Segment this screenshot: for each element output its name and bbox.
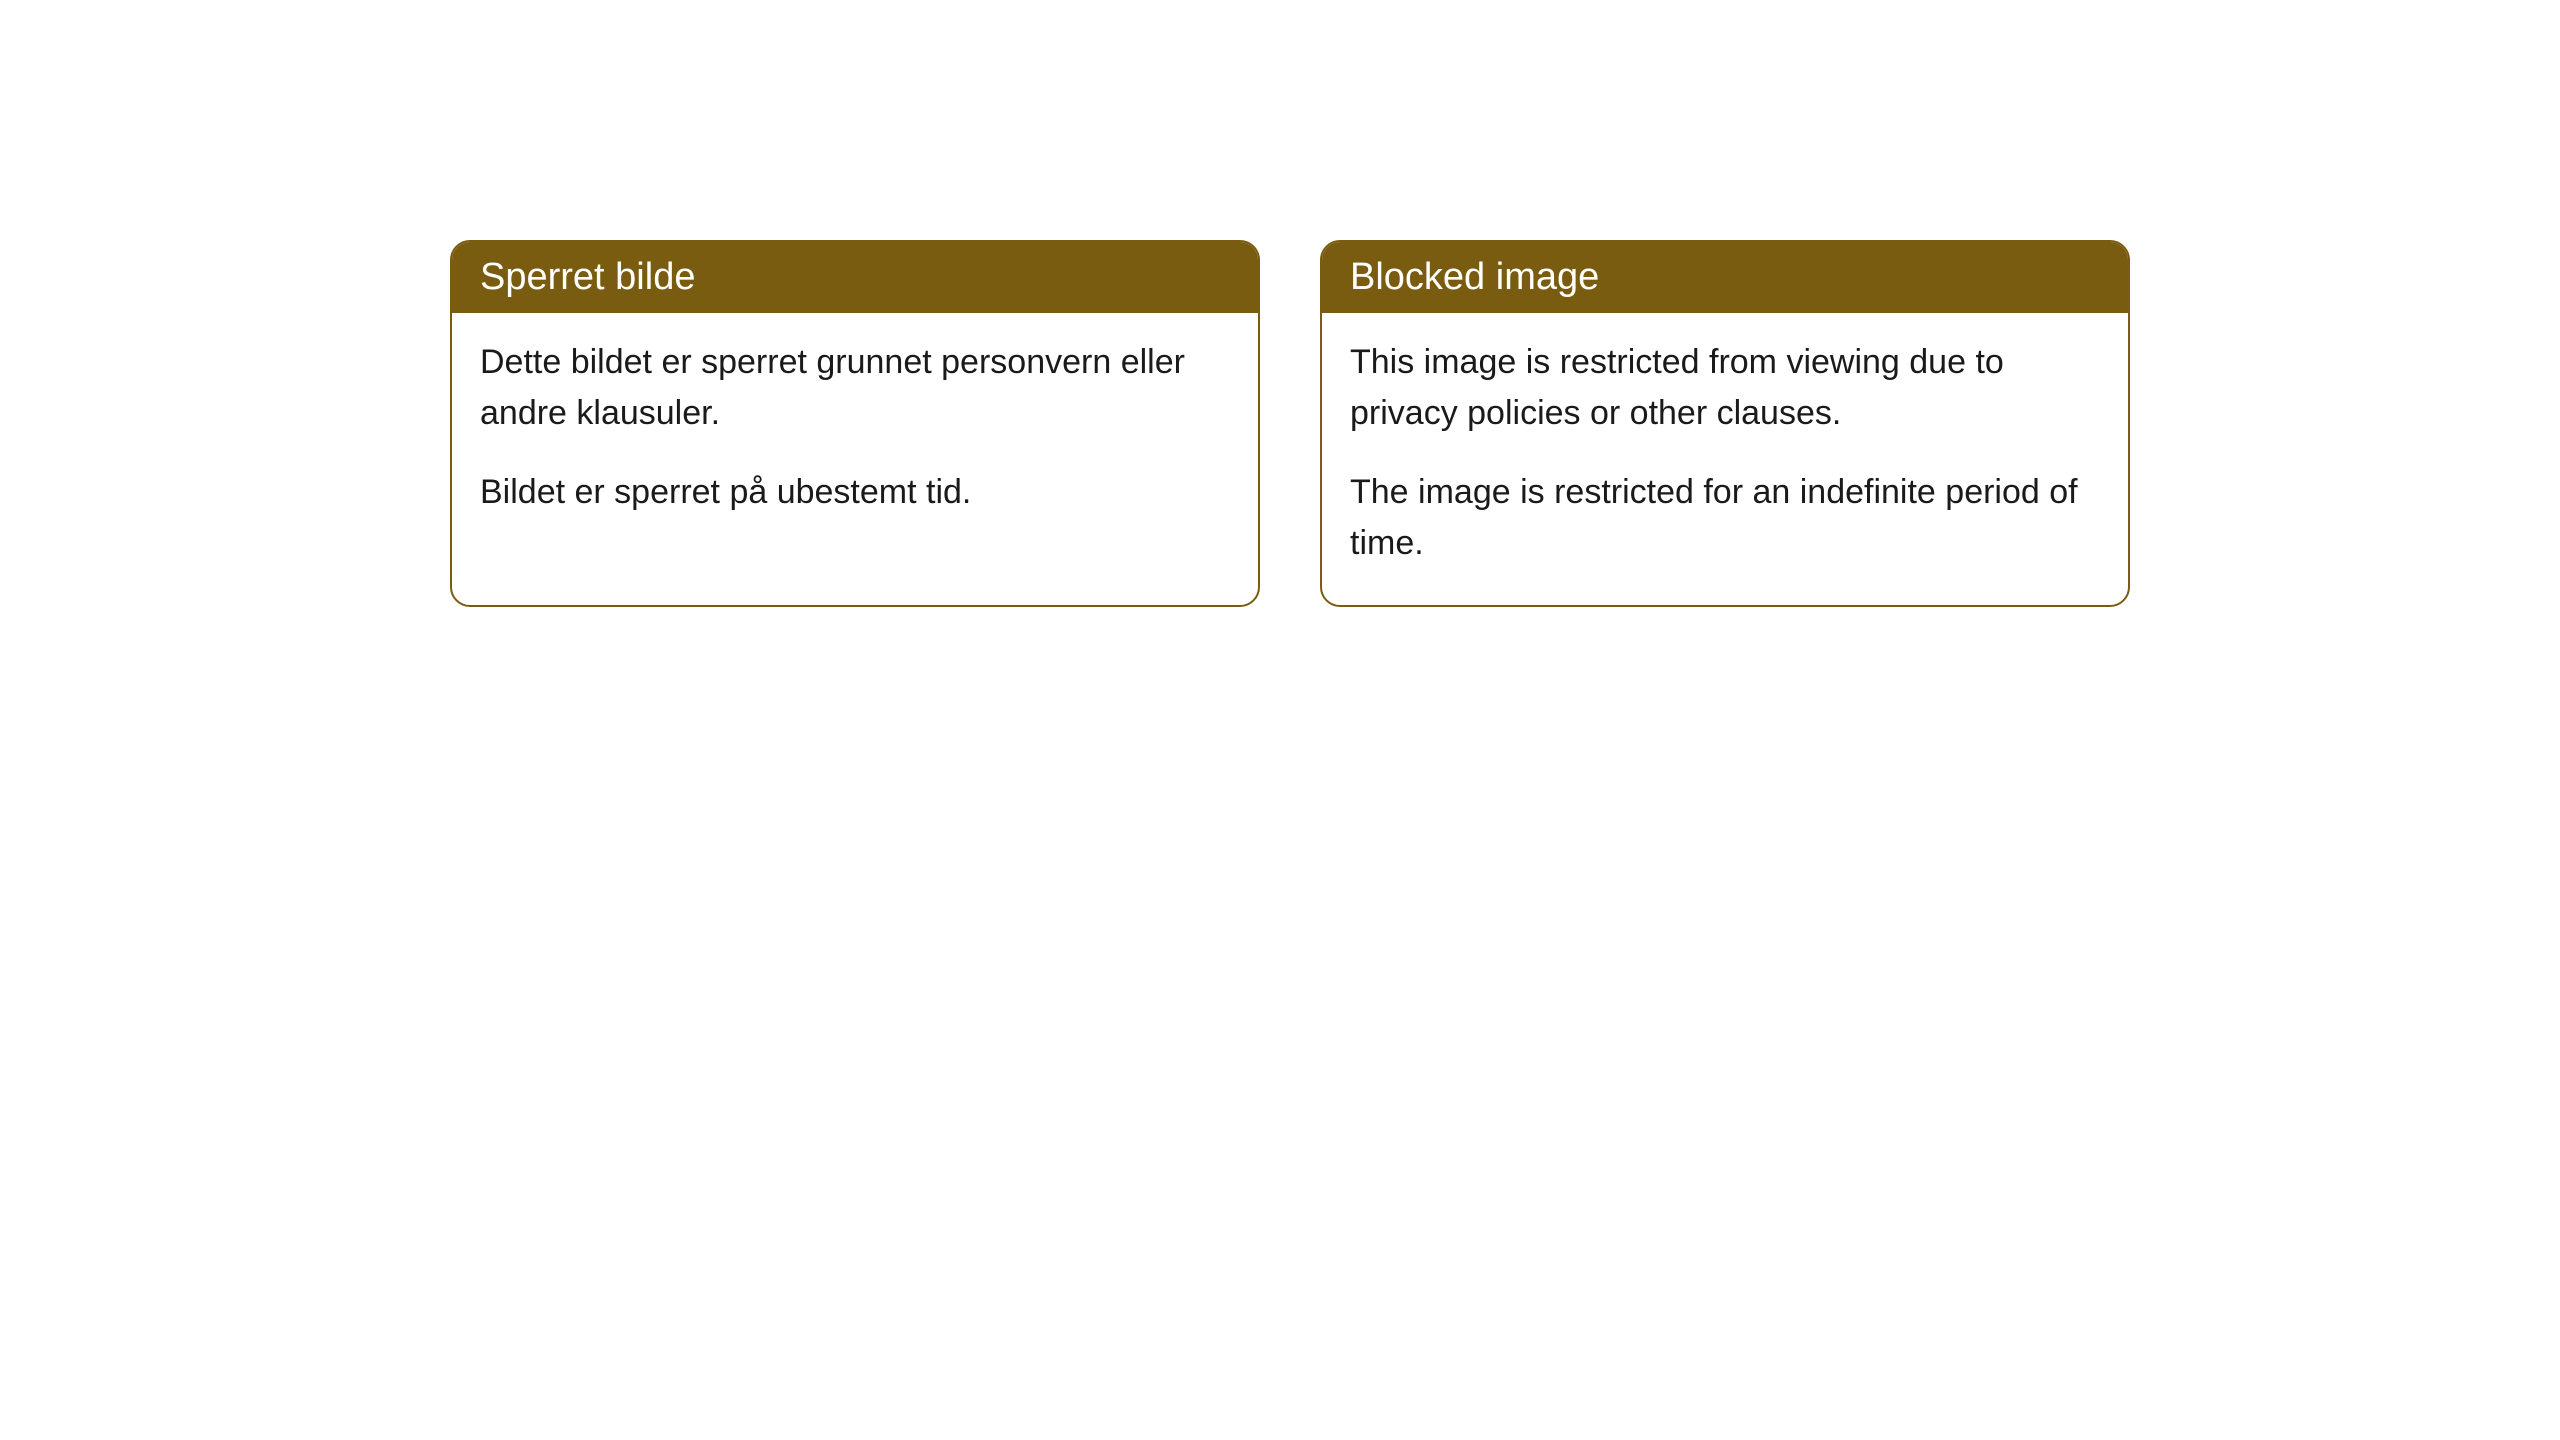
blocked-image-card-en: Blocked image This image is restricted f…: [1320, 240, 2130, 607]
card-body-no: Dette bildet er sperret grunnet personve…: [452, 313, 1258, 554]
card-body-en: This image is restricted from viewing du…: [1322, 313, 2128, 605]
card-title-en: Blocked image: [1350, 256, 1599, 298]
cards-container: Sperret bilde Dette bildet er sperret gr…: [450, 240, 2130, 607]
card-paragraph-en-2: The image is restricted for an indefinit…: [1350, 467, 2100, 569]
blocked-image-card-no: Sperret bilde Dette bildet er sperret gr…: [450, 240, 1260, 607]
card-title-no: Sperret bilde: [480, 256, 695, 298]
card-paragraph-no-1: Dette bildet er sperret grunnet personve…: [480, 337, 1230, 439]
card-header-en: Blocked image: [1322, 242, 2128, 313]
card-paragraph-no-2: Bildet er sperret på ubestemt tid.: [480, 467, 1230, 518]
card-paragraph-en-1: This image is restricted from viewing du…: [1350, 337, 2100, 439]
card-header-no: Sperret bilde: [452, 242, 1258, 313]
